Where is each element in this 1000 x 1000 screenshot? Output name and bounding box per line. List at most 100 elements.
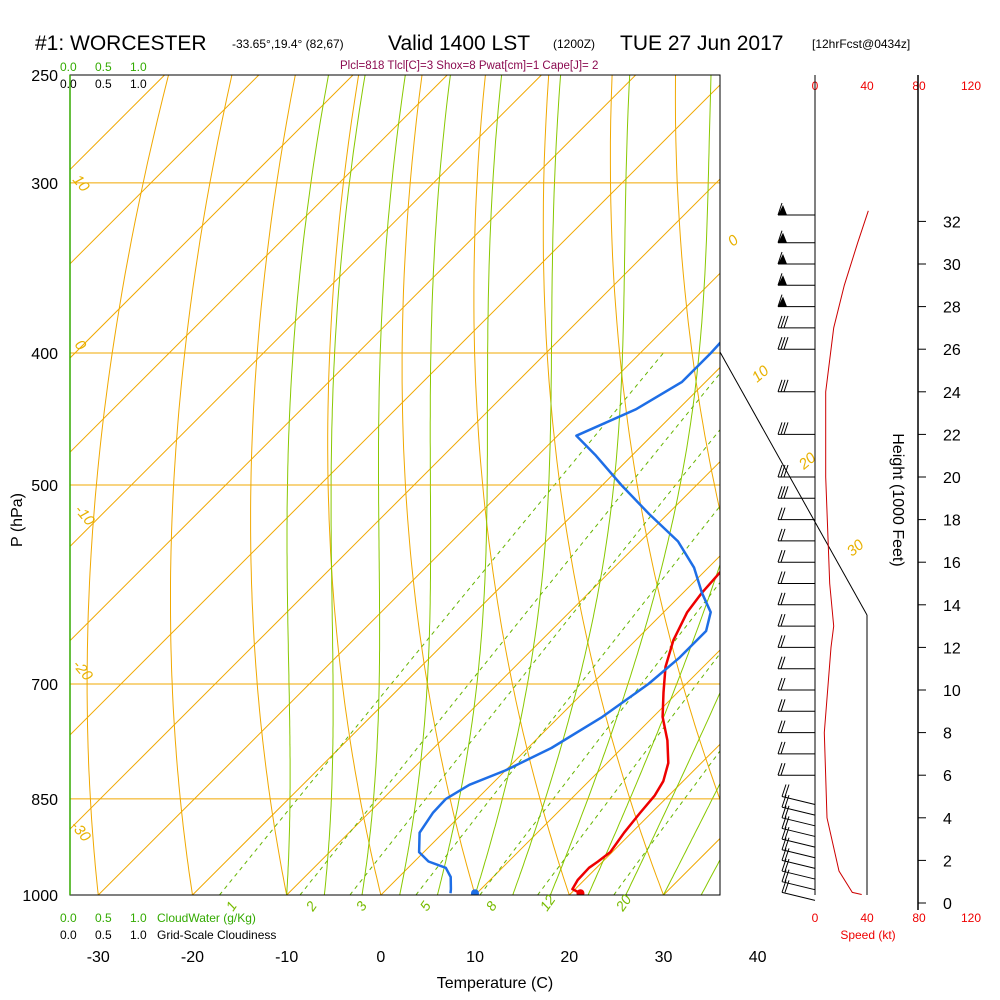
wind-barb-feather bbox=[781, 784, 787, 797]
dry-adiabat-line bbox=[609, 75, 720, 801]
wind-barb-feather bbox=[777, 202, 783, 216]
cloudiness-scale-label: 0.0 bbox=[60, 928, 77, 942]
wind-barb-feather bbox=[777, 486, 783, 499]
mixing-ratio-line bbox=[415, 505, 720, 895]
speed-scale-label: 80 bbox=[912, 911, 926, 925]
bottom-scales: 0.0 0.5 1.0 CloudWater (g/Kg) 0.0 0.5 1.0 Grid-… bbox=[60, 911, 981, 942]
wind-barb-feather bbox=[780, 677, 786, 691]
moist-adiabat-line bbox=[663, 782, 720, 895]
cloudwater-scale-label: 1.0 bbox=[130, 60, 147, 74]
wind-barb bbox=[777, 720, 815, 734]
pressure-tick-label: 1000 bbox=[22, 888, 58, 905]
wind-barb bbox=[777, 528, 815, 542]
wind-barb bbox=[777, 273, 815, 286]
forecast-label: [12hrFcst@0434z] bbox=[812, 37, 910, 51]
temperature-tick-label: 30 bbox=[655, 949, 673, 966]
wind-barb-feather bbox=[777, 230, 783, 243]
wind-barb bbox=[777, 613, 815, 627]
wind-barb-feather bbox=[777, 528, 783, 542]
wind-barb-feather bbox=[777, 720, 783, 733]
moist-adiabat-line bbox=[361, 75, 406, 895]
height-tick-label: 26 bbox=[943, 342, 961, 359]
theta-label: 0 bbox=[725, 231, 743, 250]
wind-barb-feather bbox=[784, 837, 790, 850]
dry-adiabat-line bbox=[542, 75, 664, 895]
wind-barb-pennant bbox=[778, 254, 787, 264]
cloudwater-scale-label: 0.5 bbox=[95, 60, 112, 74]
dry-adiabat-line bbox=[866, 75, 1000, 895]
dry-adiabat-line bbox=[929, 75, 1000, 895]
wind-barb-shaft bbox=[781, 849, 816, 859]
wind-barb-feather bbox=[784, 880, 790, 893]
dry-adiabat-label: 0 bbox=[71, 337, 90, 355]
wind-barb-feather bbox=[777, 656, 783, 669]
wind-barb-feather bbox=[780, 315, 786, 329]
cloudwater-scale-label: 0.0 bbox=[60, 60, 77, 74]
wind-barb-feather bbox=[777, 422, 783, 435]
wind-barb-feather bbox=[784, 869, 790, 882]
cloudwater-scale-title: CloudWater (g/Kg) bbox=[157, 911, 256, 925]
wind-barb-feather bbox=[777, 507, 783, 520]
dry-adiabat-line bbox=[473, 75, 570, 895]
wind-barb bbox=[777, 251, 815, 265]
wind-barb-pennant bbox=[778, 232, 787, 243]
dry-adiabat-label: -20 bbox=[69, 657, 96, 685]
wind-barb bbox=[777, 571, 815, 584]
moist-adiabat-line bbox=[474, 75, 562, 895]
wind-barb-feather bbox=[784, 858, 790, 872]
wind-barb-feather bbox=[777, 273, 783, 286]
temperature-tick-label: 0 bbox=[376, 949, 385, 966]
isotherm-line bbox=[380, 555, 720, 895]
wind-barb-feather bbox=[783, 464, 789, 478]
wind-barb-feather bbox=[777, 571, 783, 584]
moist-adiabat-line bbox=[587, 563, 720, 895]
stability-indices: Plcl=818 Tlcl[C]=3 Shox=8 Pwat[cm]=1 Cap… bbox=[340, 60, 598, 72]
wind-barb-shaft bbox=[781, 796, 816, 805]
temperature-tick-label: -30 bbox=[87, 949, 110, 966]
wind-barb-feather bbox=[777, 635, 783, 648]
dewpoint-surface-marker bbox=[470, 889, 479, 895]
wind-barb-shaft bbox=[781, 859, 816, 869]
dry-adiabat-line bbox=[739, 75, 946, 895]
wind-barb-feather bbox=[783, 486, 789, 499]
height-tick-label: 4 bbox=[943, 811, 952, 828]
wind-barb bbox=[777, 507, 815, 521]
wind-speed-curve bbox=[823, 210, 869, 895]
height-axis-title: Height (1000 Feet) bbox=[889, 433, 906, 566]
wind-barb-feather bbox=[780, 337, 786, 350]
wind-barb-feather bbox=[784, 794, 790, 808]
theta-label: 10 bbox=[749, 362, 773, 386]
wind-barb bbox=[777, 677, 815, 691]
mixing-ratio-line bbox=[299, 372, 720, 895]
wind-barb-feather bbox=[777, 550, 783, 563]
height-tick-label: 12 bbox=[943, 640, 961, 657]
dry-adiabat-line bbox=[401, 75, 476, 895]
wind-barb bbox=[777, 592, 815, 606]
wind-barb-feather bbox=[777, 379, 783, 392]
wind-barb bbox=[777, 635, 815, 648]
dry-adiabat-line bbox=[992, 75, 1000, 895]
dry-adiabat-label: 10 bbox=[69, 172, 93, 196]
wind-barb bbox=[777, 763, 815, 776]
cloudiness-scale-title: Grid-Scale Cloudiness bbox=[157, 928, 276, 942]
wind-barb-feather bbox=[777, 613, 783, 627]
dry-adiabat-line bbox=[327, 75, 382, 895]
wind-barb-feather bbox=[780, 464, 786, 478]
height-tick-label: 16 bbox=[943, 555, 961, 572]
cloudiness-scale-label: 0.5 bbox=[95, 77, 112, 91]
wind-barb-feather bbox=[780, 763, 786, 776]
speed-scale-label: 120 bbox=[961, 79, 981, 93]
moist-adiabat-line bbox=[625, 691, 720, 895]
moist-adiabat-line bbox=[323, 75, 366, 895]
theta-label: 20 bbox=[795, 449, 820, 474]
moist-adiabat-line bbox=[399, 75, 451, 895]
wind-barb-feather bbox=[780, 613, 786, 627]
moist-adiabat-line bbox=[436, 75, 503, 895]
valid-time: Valid 1400 LST bbox=[388, 32, 530, 55]
wind-barb-pennant bbox=[778, 275, 787, 286]
height-tick-label: 24 bbox=[943, 385, 961, 402]
cloudwater-scale-top: 0.0 0.5 1.0 bbox=[60, 60, 147, 74]
